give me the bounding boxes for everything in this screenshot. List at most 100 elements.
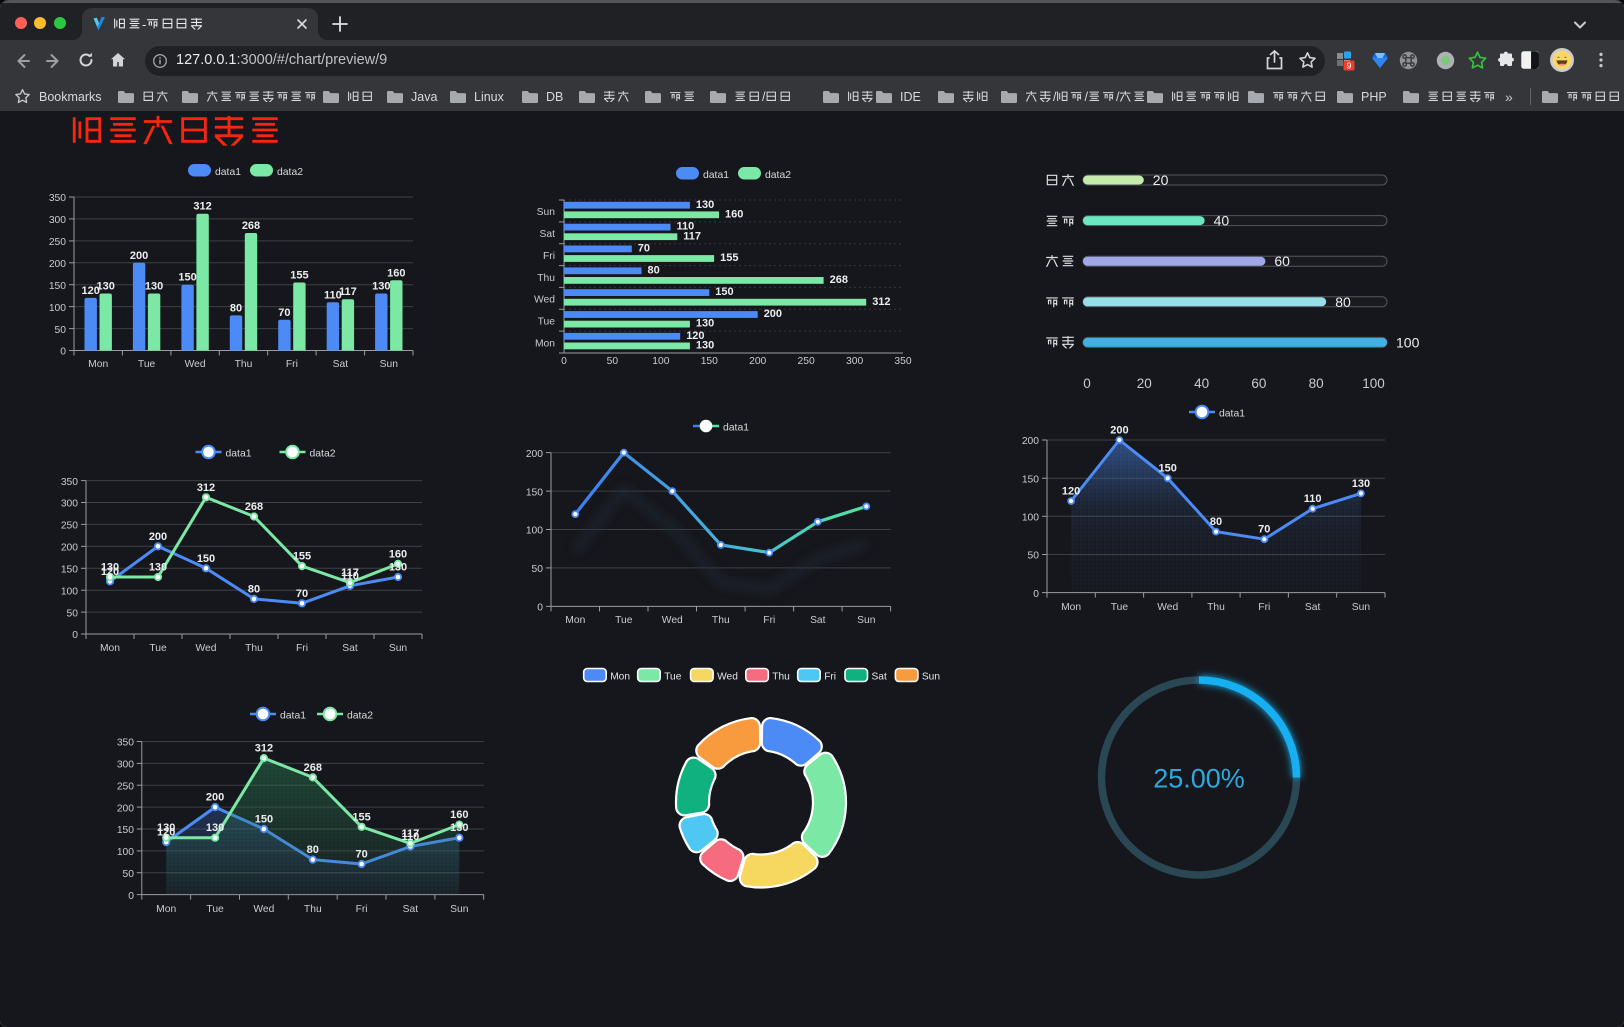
svg-text:150: 150: [117, 825, 134, 836]
svg-text:50: 50: [55, 325, 67, 336]
svg-text:100: 100: [1396, 334, 1420, 350]
svg-text:300: 300: [117, 760, 134, 771]
svg-text:data1: data1: [723, 423, 749, 434]
svg-text:70: 70: [296, 588, 308, 600]
svg-text:120: 120: [686, 330, 704, 342]
svg-text:70: 70: [355, 849, 367, 861]
svg-text:130: 130: [696, 318, 714, 330]
svg-text:Tue: Tue: [1111, 602, 1129, 613]
svg-text:data1: data1: [1219, 409, 1245, 420]
svg-text:110: 110: [1304, 493, 1322, 505]
svg-text:312: 312: [197, 482, 215, 494]
svg-text:70: 70: [638, 243, 650, 255]
svg-text:300: 300: [49, 215, 66, 226]
svg-text:Mon: Mon: [565, 615, 585, 626]
svg-text:Sun: Sun: [450, 904, 469, 915]
svg-text:100: 100: [1362, 376, 1385, 391]
svg-text:Wed: Wed: [717, 672, 738, 683]
svg-text:130: 130: [149, 562, 167, 574]
svg-text:110: 110: [341, 570, 359, 582]
svg-text:200: 200: [1110, 425, 1128, 437]
svg-text:Thu: Thu: [1207, 602, 1225, 613]
svg-text:150: 150: [1022, 474, 1039, 485]
svg-text:150: 150: [1159, 463, 1177, 475]
svg-text:data1: data1: [226, 449, 252, 460]
svg-text:Sat: Sat: [403, 904, 419, 915]
svg-text:Sun: Sun: [922, 672, 940, 683]
svg-text:Sun: Sun: [380, 359, 399, 370]
svg-text:50: 50: [67, 608, 79, 619]
svg-text:160: 160: [389, 548, 407, 560]
svg-text:200: 200: [1022, 436, 1039, 447]
svg-text:150: 150: [61, 565, 78, 576]
svg-text:130: 130: [1352, 478, 1370, 490]
svg-text:Sat: Sat: [810, 615, 826, 626]
svg-text:80: 80: [1335, 294, 1351, 310]
svg-text:80: 80: [648, 264, 660, 276]
svg-text:Mon: Mon: [100, 643, 120, 654]
svg-text:Fri: Fri: [1258, 602, 1270, 613]
svg-text:130: 130: [372, 281, 390, 293]
svg-text:70: 70: [1258, 524, 1270, 536]
svg-text:data1: data1: [703, 170, 729, 181]
svg-text:Fri: Fri: [296, 643, 308, 654]
svg-text:150: 150: [49, 281, 66, 292]
svg-text:Fri: Fri: [286, 359, 298, 370]
svg-text:Fri: Fri: [763, 615, 775, 626]
svg-text:0: 0: [72, 630, 78, 641]
svg-text:Wed: Wed: [534, 295, 555, 306]
svg-text:120: 120: [101, 566, 119, 578]
svg-text:130: 130: [389, 562, 407, 574]
svg-text:60: 60: [1274, 253, 1290, 269]
svg-text:Thu: Thu: [235, 359, 253, 370]
svg-text:312: 312: [872, 296, 890, 308]
svg-text:50: 50: [607, 356, 619, 367]
svg-text:Mon: Mon: [156, 904, 176, 915]
svg-text:0: 0: [1083, 376, 1091, 391]
svg-text:Wed: Wed: [196, 643, 217, 654]
svg-text:Thu: Thu: [712, 615, 730, 626]
svg-text:200: 200: [149, 531, 167, 543]
svg-text:100: 100: [49, 303, 66, 314]
svg-text:117: 117: [341, 567, 359, 579]
svg-text:Thu: Thu: [772, 672, 790, 683]
svg-text:268: 268: [245, 501, 263, 513]
svg-text:100: 100: [526, 526, 543, 537]
svg-text:0: 0: [60, 347, 66, 358]
svg-text:0: 0: [561, 356, 567, 367]
svg-text:20: 20: [1153, 172, 1169, 188]
svg-text:200: 200: [206, 792, 224, 804]
svg-text:117: 117: [339, 286, 357, 298]
svg-text:Fri: Fri: [543, 251, 555, 262]
svg-text:60: 60: [1251, 376, 1266, 391]
svg-text:data1: data1: [215, 167, 241, 178]
svg-text:130: 130: [157, 822, 175, 834]
svg-text:Mon: Mon: [610, 672, 630, 683]
svg-text:200: 200: [526, 449, 543, 460]
svg-text:Sat: Sat: [342, 643, 358, 654]
svg-text:160: 160: [725, 208, 743, 220]
svg-text:Tue: Tue: [206, 904, 224, 915]
svg-text:40: 40: [1214, 213, 1230, 229]
svg-text:200: 200: [117, 803, 134, 814]
svg-text:155: 155: [293, 551, 311, 563]
svg-text:200: 200: [749, 356, 766, 367]
svg-text:268: 268: [242, 220, 260, 232]
svg-text:Thu: Thu: [304, 904, 322, 915]
svg-text:117: 117: [683, 230, 701, 242]
svg-text:130: 130: [206, 822, 224, 834]
svg-text:350: 350: [117, 738, 134, 749]
svg-text:312: 312: [255, 743, 273, 755]
svg-text:155: 155: [290, 270, 308, 282]
svg-text:110: 110: [402, 831, 420, 843]
svg-text:Tue: Tue: [538, 317, 556, 328]
svg-text:130: 130: [696, 199, 714, 211]
svg-text:Fri: Fri: [356, 904, 368, 915]
svg-text:80: 80: [230, 302, 242, 314]
svg-text:155: 155: [352, 811, 370, 823]
svg-text:150: 150: [178, 272, 196, 284]
svg-text:data1: data1: [280, 711, 306, 722]
svg-text:Tue: Tue: [138, 359, 156, 370]
svg-text:80: 80: [307, 844, 319, 856]
svg-text:Wed: Wed: [1157, 602, 1178, 613]
